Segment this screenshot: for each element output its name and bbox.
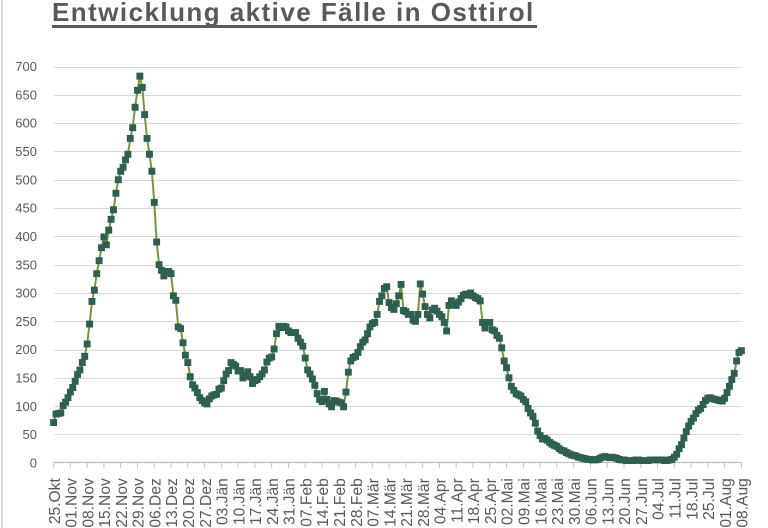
- svg-text:15.Nov: 15.Nov: [97, 478, 114, 528]
- svg-text:08.Nov: 08.Nov: [80, 478, 97, 528]
- svg-text:600: 600: [15, 116, 37, 131]
- svg-text:17.Jän: 17.Jän: [248, 478, 265, 525]
- svg-text:04.Apr: 04.Apr: [433, 478, 450, 524]
- svg-text:23.Mai: 23.Mai: [550, 478, 567, 525]
- svg-text:450: 450: [15, 201, 37, 216]
- svg-text:25.Jul: 25.Jul: [701, 478, 718, 520]
- svg-text:10.Jän: 10.Jän: [231, 478, 248, 525]
- svg-text:25.Apr: 25.Apr: [483, 478, 500, 524]
- svg-text:550: 550: [15, 144, 37, 159]
- svg-text:13.Dez: 13.Dez: [164, 478, 181, 528]
- svg-text:25.Okt: 25.Okt: [47, 478, 64, 525]
- svg-text:400: 400: [15, 229, 37, 244]
- svg-text:0: 0: [30, 455, 37, 470]
- svg-text:50: 50: [23, 427, 37, 442]
- svg-text:27.Jun: 27.Jun: [634, 478, 651, 525]
- svg-text:200: 200: [15, 342, 37, 357]
- svg-text:22.Nov: 22.Nov: [114, 478, 131, 528]
- svg-text:18.Apr: 18.Apr: [466, 478, 483, 524]
- svg-text:01.Nov: 01.Nov: [64, 478, 81, 528]
- svg-text:28.Feb: 28.Feb: [349, 478, 366, 527]
- svg-text:28.Mär: 28.Mär: [416, 478, 433, 527]
- svg-text:07.Mär: 07.Mär: [366, 478, 383, 527]
- svg-text:250: 250: [15, 314, 37, 329]
- svg-text:300: 300: [15, 286, 37, 301]
- svg-text:09.Mai: 09.Mai: [517, 478, 534, 525]
- svg-text:02.Mai: 02.Mai: [500, 478, 517, 525]
- svg-text:03.Jän: 03.Jän: [215, 478, 232, 525]
- svg-text:21.Feb: 21.Feb: [332, 478, 349, 527]
- svg-text:650: 650: [15, 87, 37, 102]
- svg-text:06.Dez: 06.Dez: [147, 478, 164, 528]
- svg-text:13.Jun: 13.Jun: [600, 478, 617, 525]
- svg-text:07.Feb: 07.Feb: [298, 478, 315, 527]
- svg-text:21.Mär: 21.Mär: [399, 478, 416, 527]
- svg-text:01.Aug: 01.Aug: [718, 478, 735, 527]
- svg-text:04.Jul: 04.Jul: [651, 478, 668, 520]
- svg-text:06.Jun: 06.Jun: [584, 478, 601, 525]
- svg-text:150: 150: [15, 370, 37, 385]
- svg-text:100: 100: [15, 399, 37, 414]
- svg-text:11.Apr: 11.Apr: [449, 478, 466, 523]
- svg-text:11.Jul: 11.Jul: [668, 478, 685, 518]
- svg-text:08.Aug: 08.Aug: [735, 478, 752, 527]
- svg-text:16.Mai: 16.Mai: [533, 478, 550, 525]
- svg-text:350: 350: [15, 257, 37, 272]
- svg-text:14.Feb: 14.Feb: [315, 478, 332, 527]
- svg-text:20.Jun: 20.Jun: [617, 478, 634, 525]
- svg-text:500: 500: [15, 172, 37, 187]
- svg-text:29.Nov: 29.Nov: [131, 478, 148, 528]
- svg-text:27.Dez: 27.Dez: [198, 478, 215, 528]
- svg-text:24.Jän: 24.Jän: [265, 478, 282, 525]
- svg-text:18.Jul: 18.Jul: [684, 478, 701, 520]
- svg-text:20.Dez: 20.Dez: [181, 478, 198, 528]
- svg-text:30.Mai: 30.Mai: [567, 478, 584, 525]
- svg-text:14.Mär: 14.Mär: [382, 478, 399, 527]
- svg-text:700: 700: [15, 59, 37, 74]
- svg-text:31.Jän: 31.Jän: [282, 478, 299, 525]
